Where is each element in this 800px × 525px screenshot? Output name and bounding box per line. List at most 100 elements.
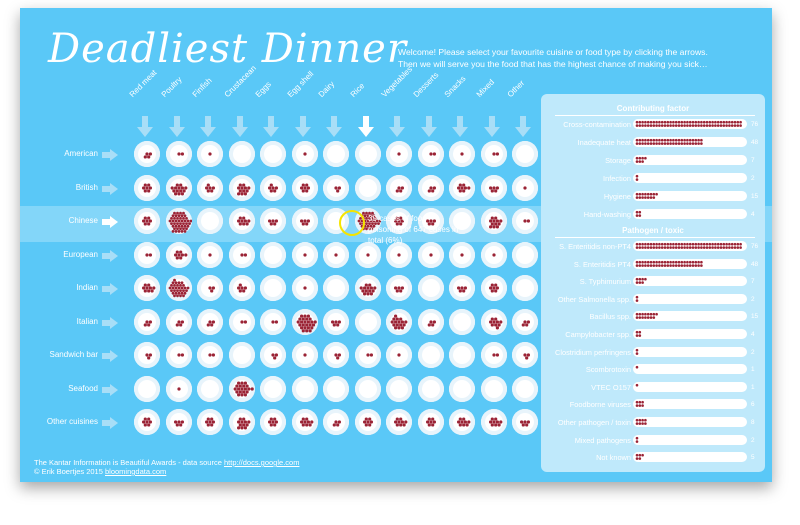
plate[interactable]: [323, 241, 349, 268]
plate[interactable]: [165, 409, 192, 435]
plate[interactable]: [291, 342, 318, 368]
plate[interactable]: [354, 342, 381, 368]
plate[interactable]: [134, 141, 160, 167]
plate[interactable]: [228, 241, 255, 268]
plate[interactable]: [512, 241, 538, 268]
plate[interactable]: [512, 275, 538, 301]
plate[interactable]: [512, 141, 538, 167]
plate[interactable]: [480, 409, 507, 435]
plate[interactable]: [197, 174, 223, 201]
plate[interactable]: [197, 275, 223, 301]
plate[interactable]: [449, 308, 475, 335]
plate[interactable]: [228, 308, 255, 335]
plate[interactable]: [323, 174, 349, 201]
plate[interactable]: [386, 174, 412, 201]
plate[interactable]: [512, 409, 538, 435]
plate[interactable]: [165, 141, 192, 167]
plate[interactable]: [165, 308, 192, 335]
plate[interactable]: [323, 275, 349, 301]
plate[interactable]: [449, 275, 475, 301]
plate[interactable]: [386, 308, 412, 335]
plate[interactable]: [260, 208, 286, 234]
arrow-down-icon[interactable]: [231, 116, 248, 138]
plate[interactable]: [291, 409, 318, 435]
plate[interactable]: [512, 375, 538, 402]
plate[interactable]: [197, 208, 223, 234]
plate[interactable]: [260, 241, 286, 268]
plate[interactable]: [480, 174, 507, 201]
arrow-right-icon[interactable]: [102, 383, 118, 396]
plate[interactable]: [386, 342, 412, 368]
arrow-down-icon[interactable]: [200, 116, 216, 138]
plate[interactable]: [417, 208, 444, 234]
plate[interactable]: [323, 141, 349, 167]
plate[interactable]: [134, 308, 160, 335]
plate[interactable]: [417, 342, 444, 368]
plate[interactable]: [197, 409, 223, 435]
plate[interactable]: [480, 208, 507, 234]
plate[interactable]: [512, 308, 538, 335]
plate[interactable]: [323, 342, 349, 368]
plate[interactable]: [165, 208, 192, 234]
plate[interactable]: [197, 141, 223, 167]
plate[interactable]: [386, 409, 412, 435]
plate[interactable]: [165, 174, 192, 201]
plate[interactable]: [228, 275, 255, 301]
plate[interactable]: [134, 241, 160, 268]
plate[interactable]: [197, 375, 223, 402]
plate[interactable]: [449, 342, 475, 368]
arrow-right-icon[interactable]: [102, 282, 118, 295]
arrow-right-icon[interactable]: [102, 182, 118, 195]
plate[interactable]: [291, 375, 318, 402]
plate[interactable]: [291, 174, 318, 201]
plate[interactable]: [417, 375, 444, 402]
plate[interactable]: [354, 308, 381, 335]
plate[interactable]: [449, 409, 475, 435]
plate[interactable]: [165, 275, 192, 301]
plate[interactable]: [228, 375, 255, 402]
plate[interactable]: [386, 141, 412, 167]
arrow-down-icon[interactable]: [326, 116, 342, 138]
plate[interactable]: [228, 208, 255, 234]
plate[interactable]: [323, 308, 349, 335]
arrow-down-icon[interactable]: [389, 116, 405, 138]
arrow-down-icon[interactable]: [263, 116, 279, 138]
plate[interactable]: [134, 375, 160, 402]
plate[interactable]: [291, 275, 318, 301]
plate[interactable]: [354, 174, 381, 201]
plate[interactable]: [512, 342, 538, 368]
plate[interactable]: [512, 208, 538, 234]
arrow-right-icon[interactable]: [102, 316, 118, 329]
plate[interactable]: [323, 409, 349, 435]
plate[interactable]: [417, 308, 444, 335]
plate[interactable]: [323, 375, 349, 402]
plate[interactable]: [228, 342, 255, 368]
plate[interactable]: [260, 409, 286, 435]
plate[interactable]: [134, 174, 160, 201]
plate[interactable]: [417, 141, 444, 167]
plate[interactable]: [291, 308, 318, 335]
plate[interactable]: [165, 241, 192, 268]
plate[interactable]: [480, 141, 507, 167]
arrow-down-icon[interactable]: [294, 116, 311, 138]
data-source-link[interactable]: http://docs.google.com: [223, 458, 300, 467]
arrow-right-icon[interactable]: [102, 349, 118, 362]
plate[interactable]: [354, 141, 381, 167]
plate[interactable]: [386, 275, 412, 301]
arrow-down-icon[interactable]: [357, 116, 374, 138]
plate[interactable]: [480, 342, 507, 368]
plate[interactable]: [134, 275, 160, 301]
arrow-down-icon[interactable]: [452, 116, 468, 138]
plate[interactable]: [134, 208, 160, 234]
arrow-down-icon[interactable]: [168, 116, 185, 138]
arrow-down-icon[interactable]: [137, 116, 153, 138]
plate[interactable]: [228, 141, 255, 167]
arrow-right-icon[interactable]: [102, 215, 118, 228]
plate[interactable]: [228, 409, 255, 435]
plate[interactable]: [512, 174, 538, 201]
plate[interactable]: [449, 174, 475, 201]
plate[interactable]: [354, 275, 381, 301]
plate[interactable]: [417, 174, 444, 201]
plate[interactable]: [480, 308, 507, 335]
plate[interactable]: [386, 208, 412, 234]
